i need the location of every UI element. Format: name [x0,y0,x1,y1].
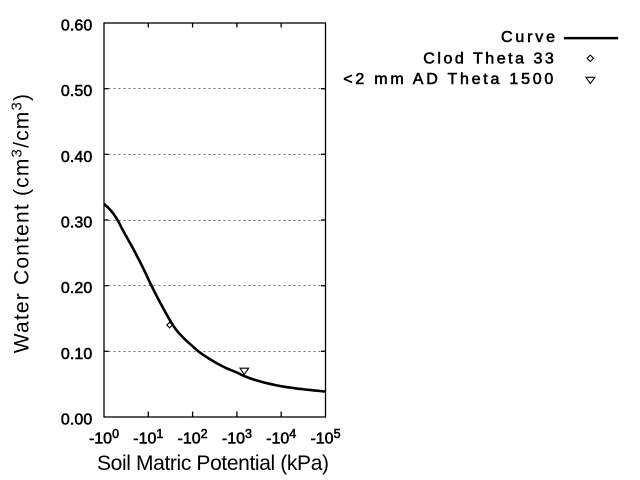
svg-text:0.40: 0.40 [61,149,92,166]
svg-text:Soil Matric Potential (kPa): Soil Matric Potential (kPa) [97,452,329,475]
svg-text:Curve: Curve [501,29,555,46]
svg-text:-104: -104 [266,427,296,448]
svg-text:0.30: 0.30 [61,215,92,232]
svg-text:-105: -105 [310,427,340,448]
svg-text:0.50: 0.50 [61,83,92,100]
svg-text:0.20: 0.20 [61,280,92,297]
svg-text:-100: -100 [89,427,119,448]
svg-text:-101: -101 [133,427,163,448]
svg-text:-102: -102 [178,427,208,448]
svg-text:0.10: 0.10 [61,346,92,363]
svg-text:<2 mm AD Theta 1500: <2 mm AD Theta 1500 [343,71,553,88]
svg-text:0.60: 0.60 [61,18,92,35]
svg-text:-103: -103 [222,427,252,448]
svg-text:Clod Theta 33: Clod Theta 33 [423,50,554,67]
svg-text:0.00: 0.00 [61,412,92,429]
svg-text:Water Content (cm3/cm3): Water Content (cm3/cm3) [9,94,34,353]
